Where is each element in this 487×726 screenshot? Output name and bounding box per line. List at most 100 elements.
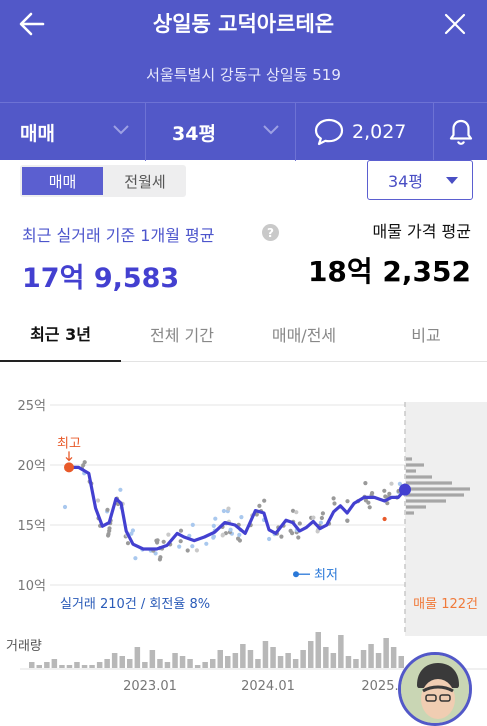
chart-size-dropdown[interactable]: 34평 bbox=[367, 160, 473, 200]
trade-dot bbox=[389, 481, 394, 486]
comments-button[interactable]: 2,027 bbox=[296, 103, 434, 161]
trade-dot bbox=[319, 515, 324, 521]
trade-dot bbox=[190, 544, 195, 549]
size-dropdown[interactable]: 34평 bbox=[146, 103, 296, 161]
trade-dot bbox=[107, 526, 112, 531]
volume-bar bbox=[398, 656, 404, 668]
trade-dot bbox=[211, 523, 216, 528]
x-tick-label: 2025. bbox=[361, 679, 398, 694]
lowest-label: 최저 bbox=[314, 568, 338, 583]
trade-dot bbox=[228, 527, 233, 532]
trade-dot bbox=[185, 548, 190, 553]
volume-bar bbox=[202, 662, 208, 668]
trade-dot bbox=[158, 555, 163, 560]
listing-range-bg bbox=[405, 402, 487, 636]
trade-dot bbox=[213, 516, 218, 521]
trade-dot bbox=[221, 508, 226, 514]
trade-dot bbox=[262, 498, 267, 503]
trade-dot bbox=[290, 508, 296, 513]
trade-dot bbox=[211, 534, 216, 539]
tab-compare[interactable]: 비교 bbox=[411, 326, 441, 345]
transaction-type-label: 매매 bbox=[20, 122, 55, 145]
close-button[interactable] bbox=[435, 6, 475, 42]
trade-dot bbox=[125, 541, 131, 546]
trade-dot bbox=[237, 532, 242, 537]
trade-dot bbox=[294, 510, 299, 515]
trade-dot bbox=[363, 498, 368, 503]
tab-all-period[interactable]: 전체 기간 bbox=[150, 326, 214, 345]
trade-dot bbox=[320, 511, 325, 516]
segment-sale-button[interactable]: 매매 bbox=[22, 167, 103, 195]
trade-dot bbox=[382, 516, 387, 522]
listing-histogram bbox=[406, 457, 470, 515]
volume-bar bbox=[270, 647, 276, 668]
price-chart[interactable]: 25억 20억 15억 10억 최고 최저 실거래 210건 / 회전율 8% 매물 … bbox=[0, 380, 487, 698]
volume-label: 거래량 bbox=[6, 639, 42, 654]
volume-bar bbox=[66, 665, 73, 668]
trade-dot bbox=[204, 541, 209, 546]
trade-count-text: 실거래 210건 / 회전율 8% bbox=[60, 597, 210, 612]
trade-dot bbox=[367, 505, 372, 510]
lowest-marker bbox=[293, 571, 299, 578]
volume-bar bbox=[44, 662, 50, 668]
tab-recent-3y[interactable]: 최근 3년 bbox=[0, 306, 121, 362]
listing-price-value: 18억 2,352 bbox=[307, 255, 471, 288]
histogram-bar bbox=[406, 469, 416, 473]
trade-dot bbox=[387, 491, 392, 496]
volume-bars bbox=[29, 632, 404, 668]
volume-bar bbox=[51, 659, 58, 668]
x-tick-label: 2023.01 bbox=[123, 679, 177, 694]
histogram-bar bbox=[406, 457, 412, 461]
trade-dot bbox=[177, 544, 182, 549]
trade-dot bbox=[311, 515, 316, 520]
volume-bar bbox=[59, 665, 65, 668]
transaction-type-dropdown[interactable]: 매매 bbox=[0, 103, 146, 161]
highest-marker bbox=[64, 462, 74, 473]
trade-dot bbox=[297, 521, 302, 526]
histogram-bar bbox=[406, 481, 452, 485]
price-line bbox=[65, 465, 407, 551]
trade-dot bbox=[345, 518, 350, 523]
volume-bar bbox=[360, 650, 367, 668]
volume-bar bbox=[134, 647, 141, 668]
volume-bar bbox=[330, 653, 337, 668]
segment-lease-button[interactable]: 전월세 bbox=[124, 172, 166, 191]
back-button[interactable] bbox=[12, 6, 52, 42]
trade-dot bbox=[161, 539, 166, 544]
trade-dot bbox=[370, 491, 375, 496]
histogram-bar bbox=[406, 499, 446, 503]
highest-label: 최고 bbox=[57, 436, 81, 451]
tab-sale-lease[interactable]: 매매/전세 bbox=[271, 326, 337, 345]
volume-bar bbox=[285, 653, 291, 668]
trade-dot bbox=[194, 548, 199, 553]
volume-bar bbox=[89, 665, 95, 668]
volume-bar bbox=[315, 632, 321, 668]
trade-dot bbox=[118, 487, 123, 492]
y-tick-label: 20억 bbox=[17, 459, 46, 474]
trade-dot bbox=[332, 501, 337, 506]
volume-bar bbox=[119, 656, 125, 668]
app-header: 상일동 고덕아르테온 서울특별시 강동구 상일동 519 매매 34평 2,02… bbox=[0, 0, 487, 161]
size-label: 34평 bbox=[172, 122, 216, 145]
bell-icon bbox=[449, 119, 472, 145]
volume-bar bbox=[338, 635, 344, 668]
volume-bar bbox=[74, 662, 80, 668]
volume-bar bbox=[164, 662, 171, 668]
avatar[interactable] bbox=[398, 652, 472, 726]
volume-bar bbox=[308, 641, 314, 668]
volume-bar bbox=[36, 665, 42, 668]
grid-lines bbox=[50, 404, 405, 586]
histogram-bar bbox=[406, 493, 464, 497]
recent-trade-value: 17억 9,583 bbox=[22, 263, 180, 294]
trade-dot bbox=[226, 506, 231, 511]
volume-bar bbox=[262, 641, 269, 668]
trade-dot bbox=[385, 501, 390, 506]
notification-button[interactable] bbox=[434, 103, 487, 161]
trade-dot bbox=[105, 507, 110, 512]
trade-dot bbox=[236, 536, 241, 541]
person-photo-icon bbox=[401, 655, 469, 723]
volume-bar bbox=[187, 659, 193, 668]
chevron-down-icon bbox=[113, 125, 129, 135]
volume-bar bbox=[390, 647, 397, 668]
help-icon[interactable]: ? bbox=[262, 224, 279, 241]
